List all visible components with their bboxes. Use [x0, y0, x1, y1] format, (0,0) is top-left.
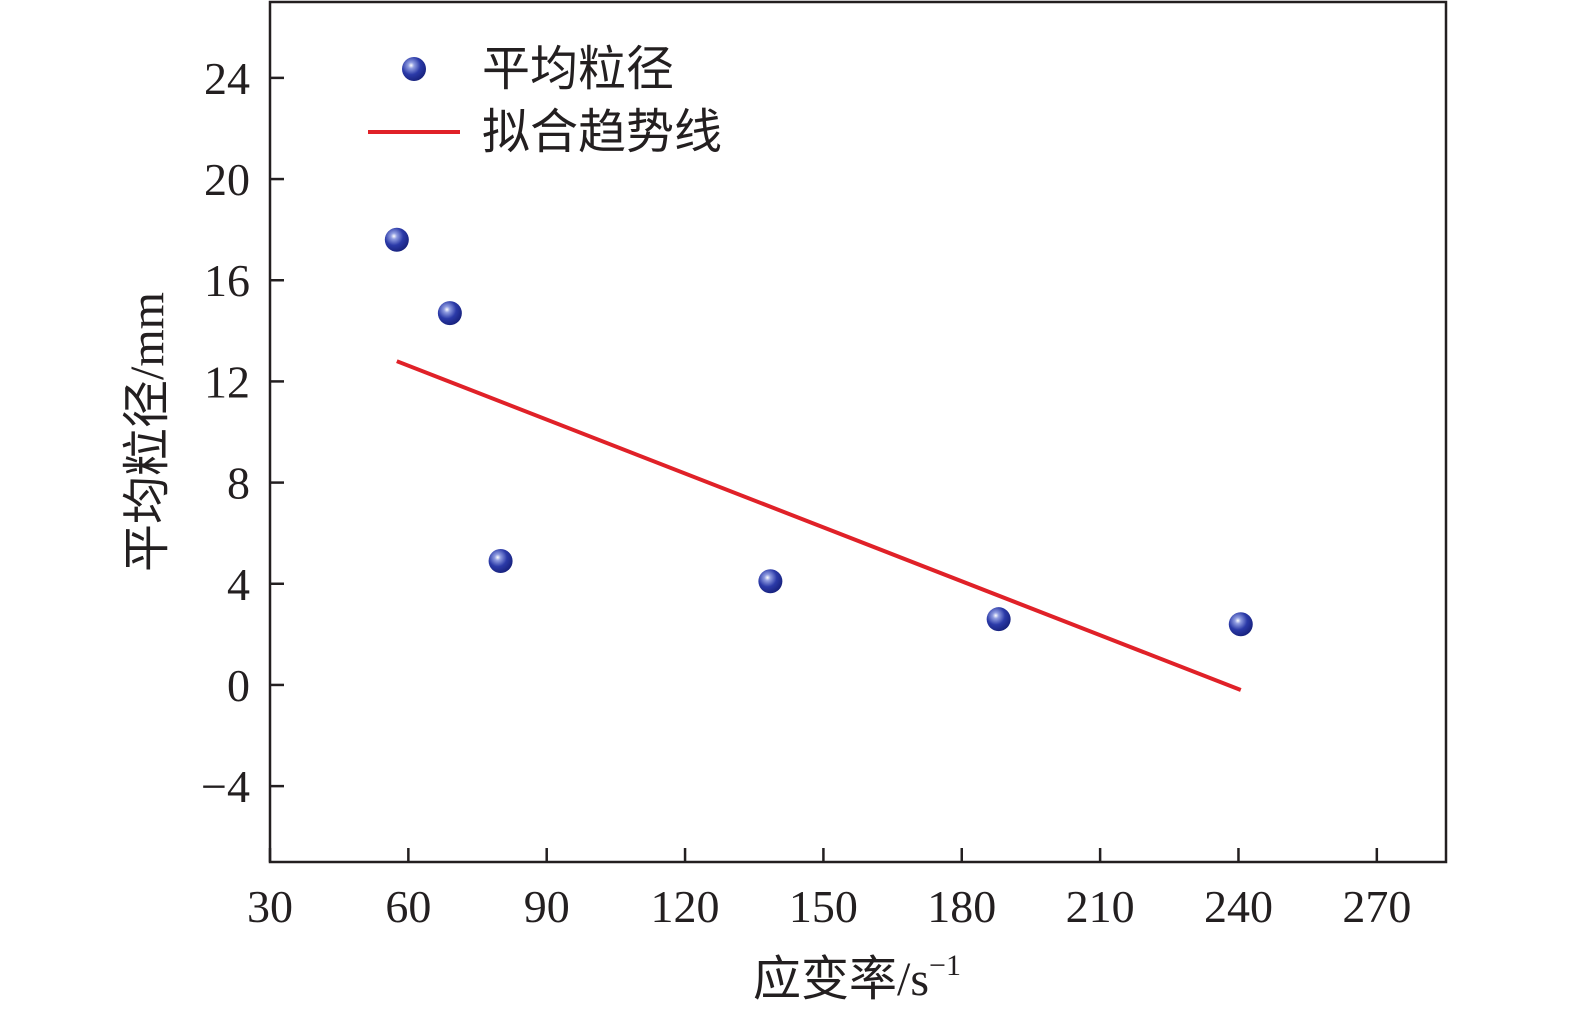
plot-frame: [268, 0, 1448, 864]
y-tick-label: 0: [227, 660, 250, 711]
y-tick-label: 16: [204, 255, 250, 306]
scatter-point: [384, 227, 409, 252]
scatter-point: [986, 607, 1011, 632]
legend: 平均粒径 拟合趋势线: [368, 43, 722, 159]
scatter-point: [437, 301, 462, 326]
x-tick-label: 90: [524, 881, 570, 932]
x-tick-label: 150: [789, 881, 858, 932]
x-tick-label: 30: [247, 881, 293, 932]
y-tick-label: −4: [201, 761, 250, 812]
y-tick-label: 8: [227, 458, 250, 509]
y-tick-label: 4: [227, 559, 250, 610]
x-tick-label: 210: [1066, 881, 1135, 932]
x-tick-label: 240: [1204, 881, 1273, 932]
y-tick-label: 20: [204, 154, 250, 205]
y-tick-label: 12: [204, 356, 250, 407]
x-tick-label: 120: [651, 881, 720, 932]
scatter-point: [1228, 612, 1253, 637]
scatter-point: [758, 569, 783, 594]
series-layer: [384, 227, 1253, 692]
x-tick-label: 60: [385, 881, 431, 932]
x-tick-label: 270: [1342, 881, 1411, 932]
scatter-point: [488, 549, 513, 573]
legend-label-line: 拟合趋势线: [482, 106, 722, 159]
y-axis-label: 平均粒径/mm: [121, 292, 174, 572]
x-axis-ticks: 30 60 90 120 150 180 210 240 270: [247, 848, 1411, 932]
x-axis-label-superscript: −1: [929, 949, 961, 982]
legend-label-scatter: 平均粒径: [482, 43, 674, 96]
y-axis-ticks: −4 0 4 8 12 16 20 24: [201, 53, 284, 812]
y-tick-label: 24: [204, 53, 250, 104]
x-axis-label-main: 应变率/s: [753, 953, 929, 1006]
trend-line: [396, 359, 1242, 692]
legend-marker-scatter: [402, 57, 426, 81]
x-tick-label: 180: [927, 881, 996, 932]
x-axis-label: 应变率/s−1: [753, 949, 961, 1006]
